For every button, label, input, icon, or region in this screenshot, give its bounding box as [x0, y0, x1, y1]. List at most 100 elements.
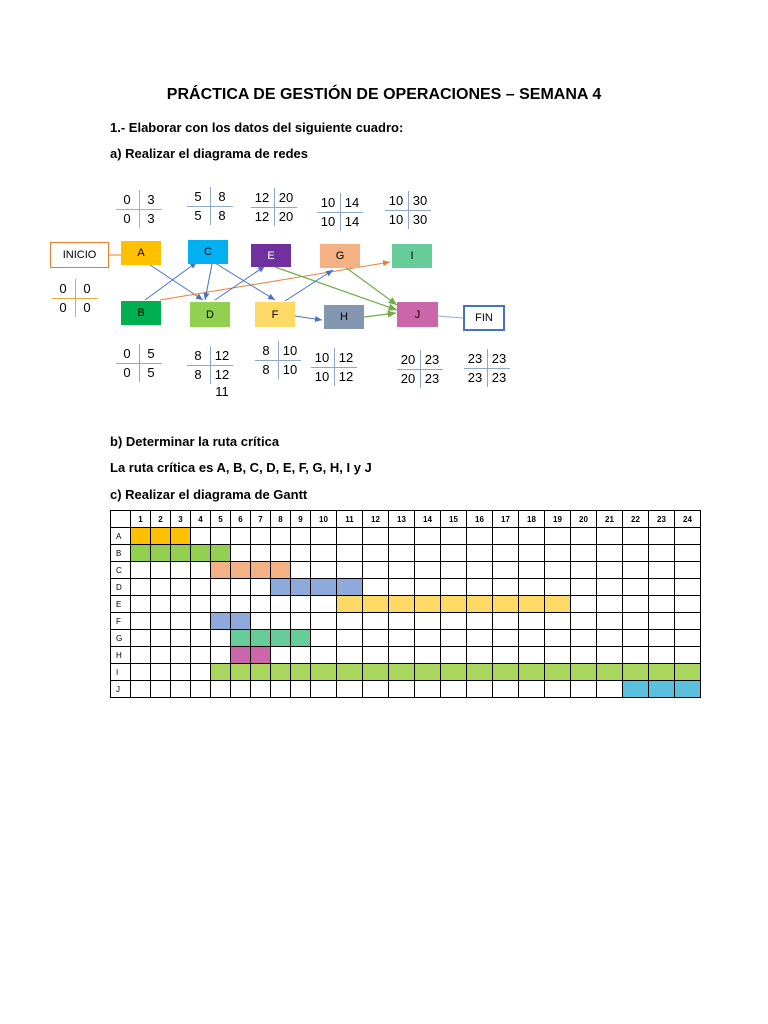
gantt-bar-cell — [336, 578, 363, 596]
gantt-bar-cell — [362, 595, 389, 613]
gantt-bar-cell — [270, 578, 291, 596]
gantt-cell — [170, 680, 191, 698]
gantt-cell — [230, 578, 251, 596]
gantt-cell — [336, 527, 363, 545]
gantt-cell — [130, 680, 151, 698]
gantt-bar-cell — [466, 595, 493, 613]
gantt-bar-cell — [596, 663, 623, 681]
gantt-bar-cell — [310, 578, 337, 596]
gantt-cell — [170, 646, 191, 664]
gantt-cell — [170, 578, 191, 596]
gantt-cell — [674, 646, 701, 664]
gantt-row-label: B — [110, 544, 131, 562]
gantt-cell — [250, 527, 271, 545]
gantt-day-header: 22 — [622, 510, 649, 528]
gantt-bar-cell — [492, 595, 519, 613]
gantt-cell — [210, 527, 231, 545]
gantt-cell — [190, 578, 211, 596]
gantt-cell — [310, 595, 337, 613]
gantt-bar-cell — [622, 663, 649, 681]
gantt-bar-cell — [544, 663, 571, 681]
gantt-bar-cell — [388, 595, 415, 613]
gantt-cell — [596, 680, 623, 698]
gantt-cell — [290, 561, 311, 579]
gantt-cell — [570, 544, 597, 562]
gantt-day-header: 18 — [518, 510, 545, 528]
gantt-cell — [414, 629, 441, 647]
gantt-day-header: 3 — [170, 510, 191, 528]
gantt-cell — [336, 612, 363, 630]
gantt-row: H — [110, 646, 701, 664]
gantt-cell — [336, 544, 363, 562]
arrow-b-i — [159, 260, 391, 301]
gantt-bar-cell — [674, 680, 701, 698]
gantt-bar-cell — [440, 595, 467, 613]
gantt-table: 1 2 3 4 5 6 7 8 9 10 11 12 13 14 15 16 17 18 19 20 21 22 23 24 A… — [110, 510, 701, 698]
gantt-cell — [130, 663, 151, 681]
gantt-cell — [414, 612, 441, 630]
gantt-bar-cell — [310, 663, 337, 681]
gantt-cell — [190, 561, 211, 579]
gantt-bar-cell — [270, 561, 291, 579]
gantt-cell — [466, 680, 493, 698]
gantt-cell — [674, 544, 701, 562]
gantt-row-label: I — [110, 663, 131, 681]
gantt-day-header: 12 — [362, 510, 389, 528]
gantt-cell — [518, 561, 545, 579]
gantt-cell — [622, 527, 649, 545]
gantt-cell — [250, 544, 271, 562]
gantt-cell — [290, 612, 311, 630]
gantt-cell — [250, 612, 271, 630]
gantt-bar-cell — [230, 646, 251, 664]
gantt-cell — [674, 612, 701, 630]
gantt-cell — [674, 629, 701, 647]
gantt-day-header: 17 — [492, 510, 519, 528]
gantt-bar-cell — [544, 595, 571, 613]
gantt-bar-cell — [170, 544, 191, 562]
gantt-cell — [518, 629, 545, 647]
gantt-cell — [210, 680, 231, 698]
gantt-cell — [648, 612, 675, 630]
gantt-day-header: 2 — [150, 510, 171, 528]
gantt-row-label: G — [110, 629, 131, 647]
gantt-bar-cell — [648, 663, 675, 681]
gantt-cell — [570, 578, 597, 596]
gantt-bar-cell — [270, 629, 291, 647]
gantt-bar-cell — [336, 663, 363, 681]
question-b: b) Determinar la ruta crítica — [110, 434, 280, 449]
gantt-cell — [250, 578, 271, 596]
gantt-cell — [388, 544, 415, 562]
arrow-f-h — [294, 315, 323, 322]
gantt-cell — [290, 527, 311, 545]
gantt-cell — [362, 646, 389, 664]
gantt-cell — [544, 544, 571, 562]
gantt-cell — [290, 646, 311, 664]
gantt-cell — [362, 629, 389, 647]
gantt-cell — [674, 527, 701, 545]
gantt-row-label: C — [110, 561, 131, 579]
gantt-cell — [230, 527, 251, 545]
gantt-cell — [466, 612, 493, 630]
gantt-cell — [414, 527, 441, 545]
gantt-cell — [544, 680, 571, 698]
gantt-row: E — [110, 595, 701, 613]
question-c: c) Realizar el diagrama de Gantt — [110, 487, 308, 502]
gantt-row: D — [110, 578, 701, 596]
node-f: F — [255, 302, 295, 327]
gantt-cell — [440, 527, 467, 545]
node-d: D — [190, 302, 230, 327]
gantt-row-label: E — [110, 595, 131, 613]
gantt-bar-cell — [170, 527, 191, 545]
gantt-bar-cell — [130, 544, 151, 562]
gantt-cell — [388, 578, 415, 596]
gantt-cell — [596, 544, 623, 562]
gantt-day-header: 16 — [466, 510, 493, 528]
gantt-cell — [230, 544, 251, 562]
gantt-cell — [544, 578, 571, 596]
gantt-cell — [190, 629, 211, 647]
gantt-cell — [440, 629, 467, 647]
gantt-cell — [270, 612, 291, 630]
gantt-cell — [622, 544, 649, 562]
gantt-cell — [414, 680, 441, 698]
node-e: E — [251, 244, 291, 267]
